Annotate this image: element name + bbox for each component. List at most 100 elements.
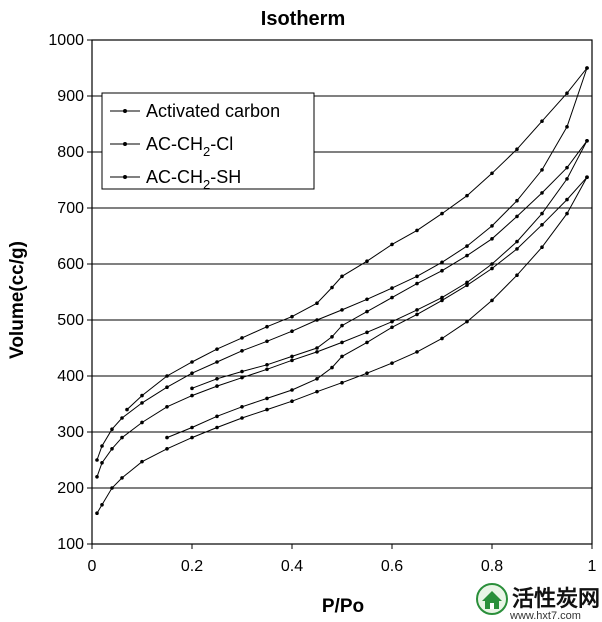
data-point [365,309,369,314]
legend-marker [123,175,127,179]
data-point [165,405,169,409]
data-point [265,339,269,344]
y-tick-label: 300 [57,424,84,441]
data-point [95,511,99,515]
data-point [390,361,394,365]
y-tick-label: 500 [57,312,84,329]
data-point [365,371,369,376]
data-point [290,388,294,392]
data-point [465,193,469,198]
data-point [515,214,519,219]
data-point [315,377,319,381]
data-point [330,285,334,290]
data-point [440,211,444,216]
data-point [585,175,589,179]
data-point [490,171,494,176]
data-point [240,405,244,409]
data-point [265,396,269,401]
legend-item-2: AC-CH2-SH [110,167,241,192]
data-point [390,295,394,300]
data-point [265,407,269,412]
data-point [190,360,194,364]
data-point [565,211,569,216]
data-point [390,319,394,324]
data-point [290,354,294,359]
y-axis-label: Volume(cc/g) [7,241,28,359]
legend-item-1: AC-CH2-Cl [110,134,233,159]
data-point [365,340,369,345]
y-tick-label: 100 [57,536,84,553]
data-point [265,367,269,372]
data-point [165,435,169,440]
x-axis-ticks: 0 0.2 0.4 0.6 0.8 1 [88,544,597,575]
legend-box [101,92,315,190]
y-tick-label: 600 [57,256,84,273]
x-axis-label: P/Po [322,596,364,617]
data-point [515,147,519,151]
data-point [95,475,99,479]
y-tick-label: 400 [57,368,84,385]
data-point [540,119,544,123]
data-point [290,358,294,363]
data-point [390,325,394,330]
data-point [490,262,494,266]
x-tick-label: 0.6 [381,558,403,575]
data-point [365,330,369,335]
data-point [165,374,169,378]
data-point [440,295,444,300]
data-point [315,389,319,394]
data-point [265,324,269,329]
data-point [490,224,494,228]
data-point [540,223,544,227]
data-point [240,416,244,420]
data-point [215,377,219,381]
data-point [140,401,144,405]
data-point [440,298,444,303]
x-tick-label: 0.4 [281,558,303,575]
data-point [415,312,419,317]
data-point [330,335,334,339]
data-point [215,414,219,419]
data-point [415,228,419,233]
data-point [125,407,129,412]
data-point [140,393,144,398]
data-point [565,91,569,95]
y-tick-label: 200 [57,480,84,497]
data-point [165,385,169,390]
x-tick-label: 0 [88,558,97,575]
data-point [330,365,334,370]
data-point [190,435,194,440]
green-house-logo-icon [476,583,508,615]
data-point [95,458,99,462]
data-point [465,253,469,258]
data-point [120,476,124,480]
data-point [415,308,419,312]
data-point [390,286,394,290]
data-point [265,363,269,367]
data-point [190,425,194,430]
data-point [100,461,104,465]
data-point [585,139,589,143]
data-point [315,301,319,306]
data-point [315,350,319,354]
series-layer [95,66,589,515]
data-point [340,354,344,359]
data-point [540,191,544,195]
data-point [565,197,569,202]
data-point [315,346,319,350]
data-point [190,371,194,376]
data-point [365,259,369,264]
legend-label: Activated carbon [146,101,280,121]
legend: Activated carbon AC-CH2-Cl AC-CH2-SH [101,92,315,192]
data-point [490,298,494,303]
data-point [110,447,114,451]
data-point [440,260,444,265]
data-point [340,308,344,312]
data-point [565,125,569,129]
data-point [540,245,544,249]
y-axis-ticks: 100 200 300 400 500 600 700 800 900 1000 [48,32,92,553]
x-tick-label: 0.8 [481,558,503,575]
data-point [565,177,569,181]
data-point [215,425,219,430]
